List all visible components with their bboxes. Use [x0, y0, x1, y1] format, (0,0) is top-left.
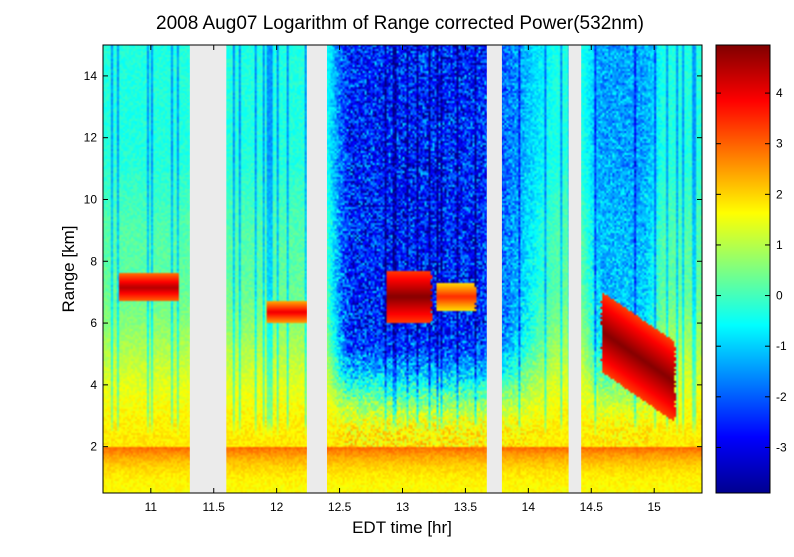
colorbar: -3 -2 -1 0 1 2 3 4 — [715, 44, 787, 494]
chart-title: 2008 Aug07 Logarithm of Range corrected … — [156, 13, 644, 34]
colorbar-ticks: -3 -2 -1 0 1 2 3 4 — [716, 86, 787, 454]
y-tick-label: 14 — [84, 69, 98, 83]
colorbar-tick-label: 4 — [776, 86, 783, 100]
x-tick-label: 15 — [648, 500, 662, 514]
x-axis-title: EDT time [hr] — [352, 518, 452, 537]
heatmap-plot-area — [103, 45, 702, 493]
y-tick-label: 4 — [90, 378, 97, 392]
colorbar-tick-label: 0 — [776, 289, 783, 303]
x-tick-label: 13.5 — [454, 500, 478, 514]
x-tick-label: 14.5 — [580, 500, 604, 514]
x-axis-ticks: 11 11.5 12 12.5 13 13.5 14 14.5 15 — [145, 45, 662, 514]
data-gap — [486, 45, 502, 493]
y-tick-label: 10 — [84, 192, 98, 206]
y-tick-label: 2 — [90, 440, 97, 454]
x-tick-label: 13 — [396, 500, 410, 514]
colorbar-gradient — [716, 45, 770, 493]
data-gap — [189, 45, 227, 493]
data-gap — [568, 45, 582, 493]
data-gap-layer — [189, 45, 582, 493]
x-tick-label: 11 — [145, 500, 158, 514]
data-gap — [306, 45, 327, 493]
colorbar-tick-label: -1 — [776, 339, 787, 353]
y-tick-label: 12 — [84, 131, 98, 145]
colorbar-tick-label: 3 — [776, 137, 783, 151]
y-tick-label: 6 — [90, 316, 97, 330]
colorbar-tick-label: -2 — [776, 390, 787, 404]
colorbar-tick-label: 1 — [776, 238, 783, 252]
x-tick-label: 12.5 — [328, 500, 352, 514]
y-axis-title: Range [km] — [59, 226, 78, 313]
x-tick-label: 14 — [522, 500, 536, 514]
x-tick-label: 12 — [270, 500, 284, 514]
colorbar-frame — [715, 44, 771, 494]
colorbar-tick-label: 2 — [776, 187, 783, 201]
colorbar-tick-label: -3 — [776, 440, 787, 454]
y-tick-label: 8 — [90, 254, 97, 268]
x-tick-label: 11.5 — [203, 500, 226, 514]
y-axis-ticks: 2 4 6 8 10 12 14 — [84, 69, 702, 454]
